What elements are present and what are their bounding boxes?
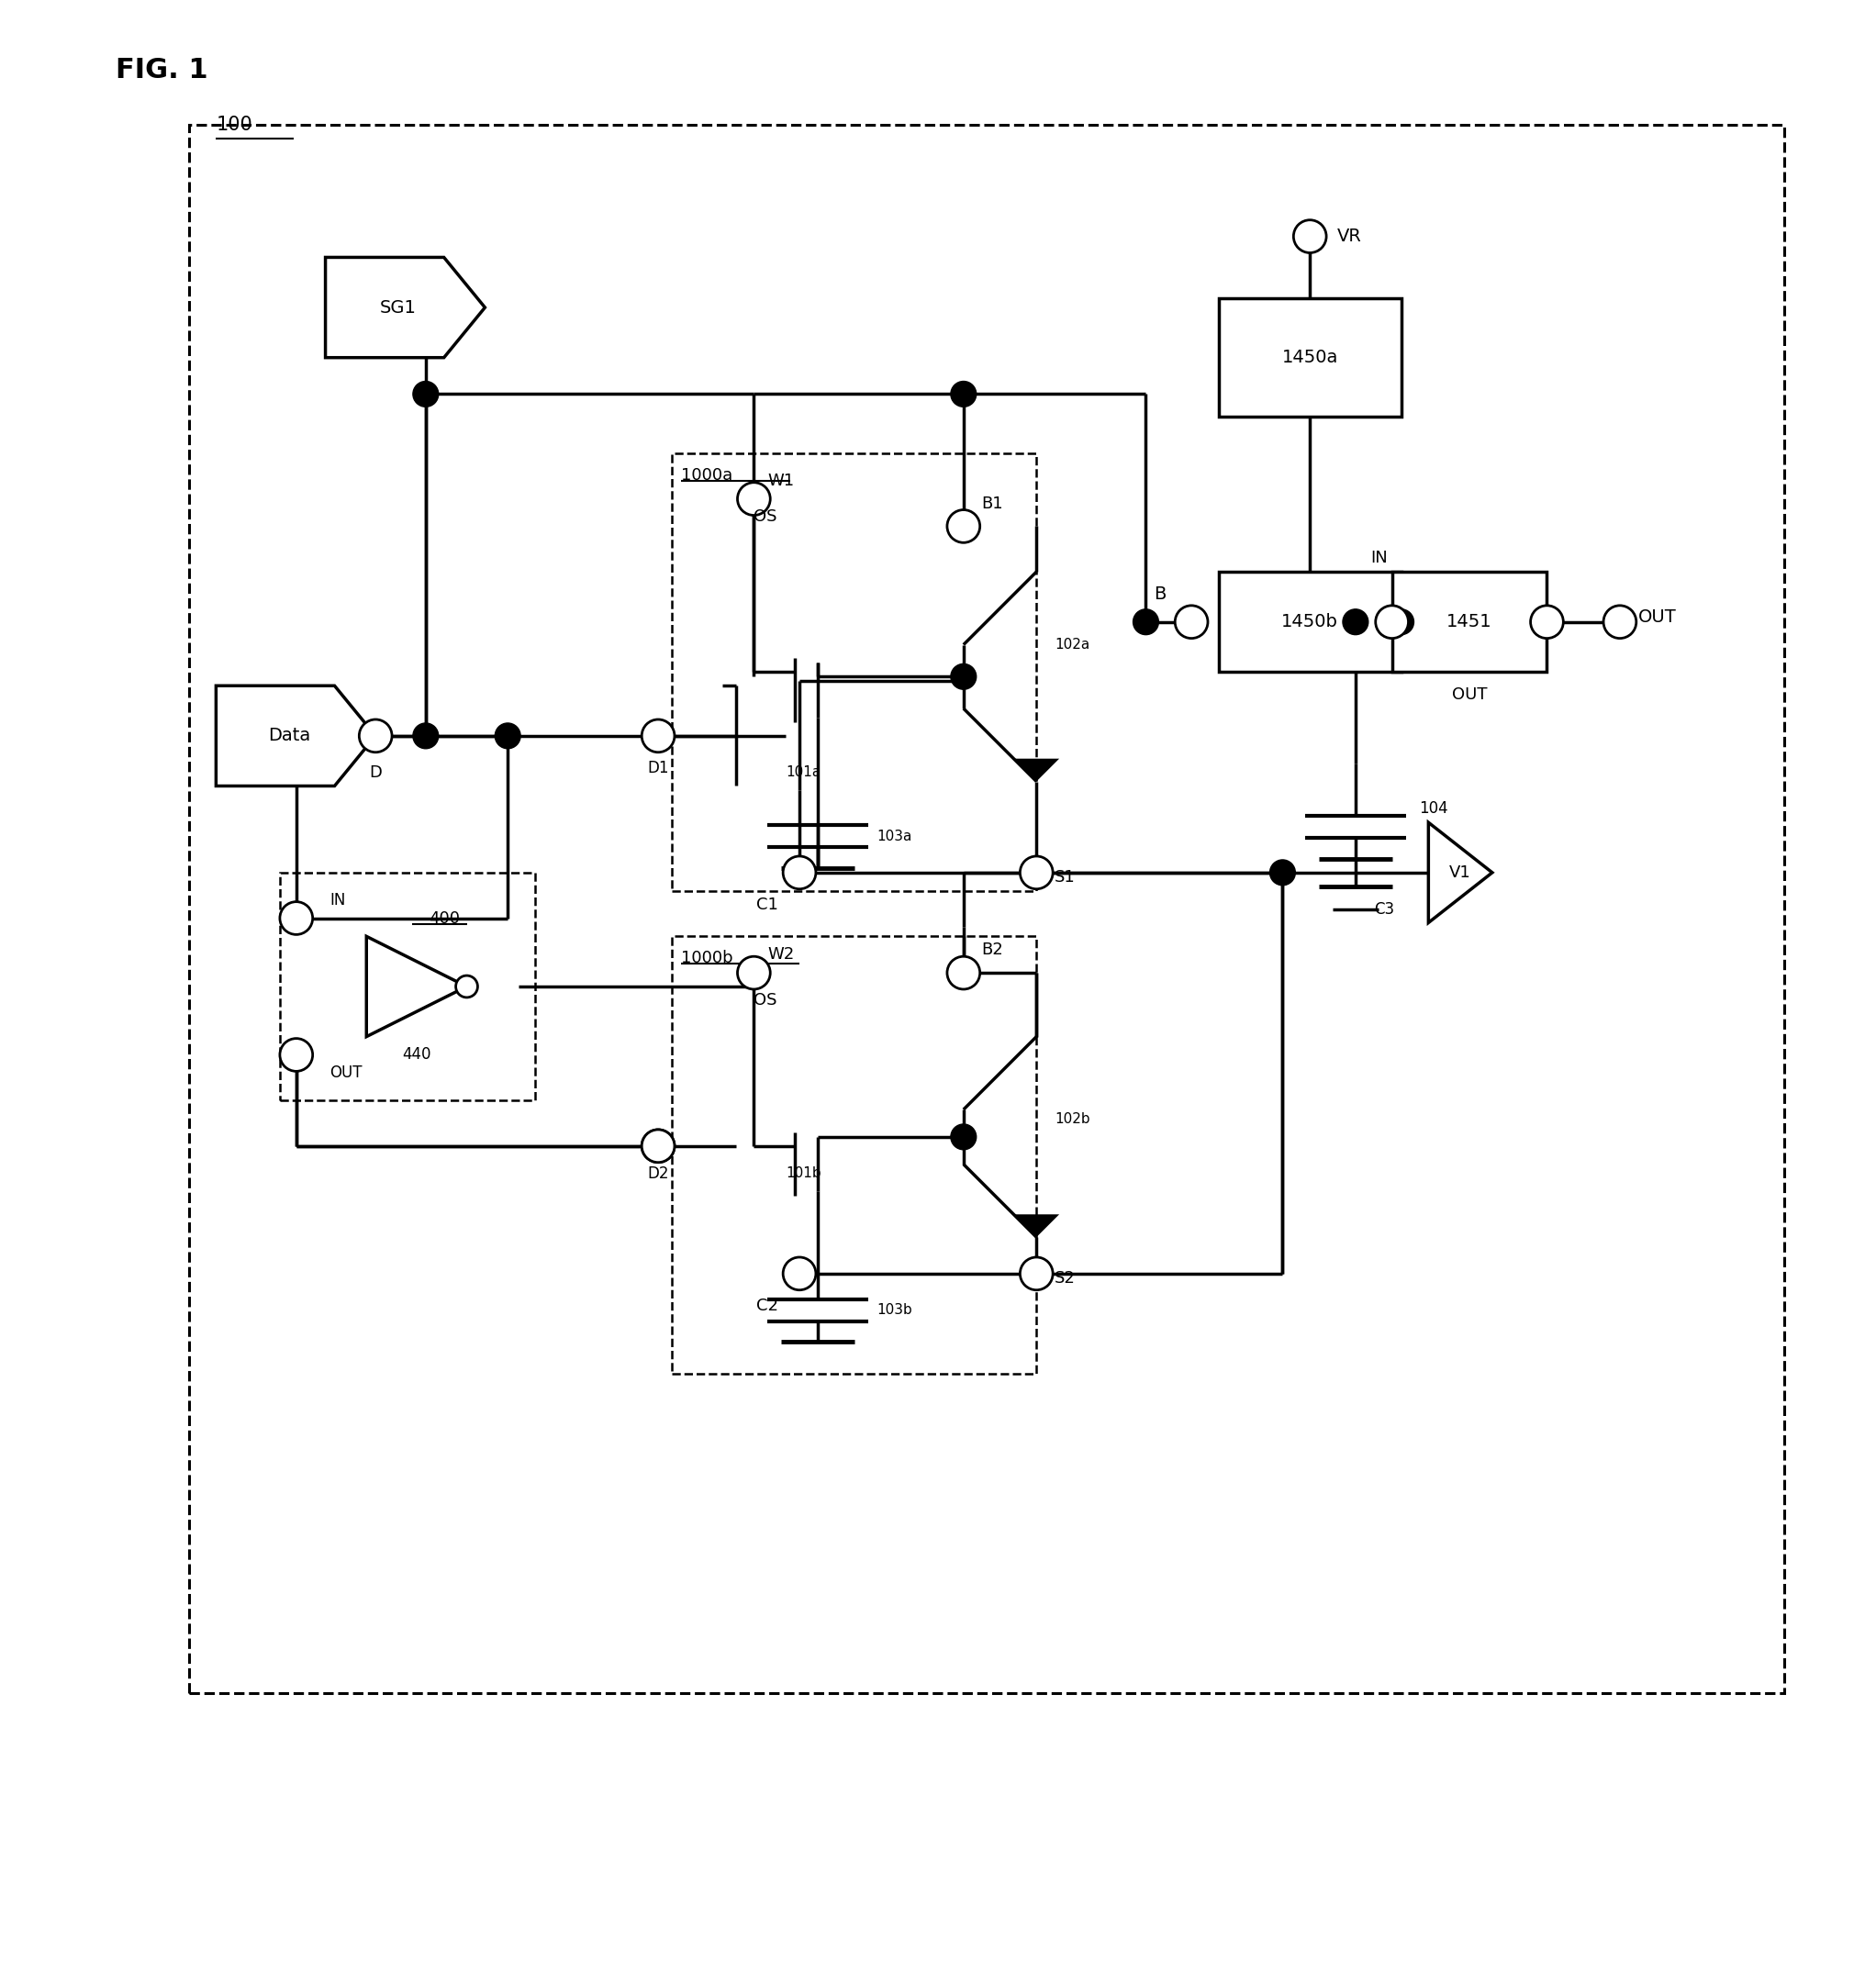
- Text: S2: S2: [1054, 1271, 1075, 1286]
- Circle shape: [947, 957, 979, 988]
- Polygon shape: [216, 687, 375, 785]
- Text: OUT: OUT: [1638, 608, 1677, 625]
- Text: C3: C3: [1373, 902, 1394, 917]
- Bar: [672, 937, 1036, 1373]
- Circle shape: [495, 722, 520, 748]
- FancyBboxPatch shape: [1392, 572, 1548, 673]
- Text: B1: B1: [981, 495, 1004, 511]
- Polygon shape: [366, 937, 467, 1036]
- Circle shape: [413, 722, 439, 748]
- Text: 1450a: 1450a: [1281, 349, 1338, 367]
- Text: S1: S1: [1054, 868, 1075, 886]
- FancyBboxPatch shape: [1219, 298, 1401, 416]
- Circle shape: [1375, 606, 1409, 639]
- Polygon shape: [1013, 760, 1060, 781]
- Text: W1: W1: [767, 472, 795, 489]
- Bar: [672, 454, 1036, 890]
- Text: 101a: 101a: [786, 766, 822, 779]
- Text: IN: IN: [330, 892, 345, 908]
- Circle shape: [1294, 219, 1326, 253]
- Text: D: D: [370, 764, 383, 781]
- Text: VR: VR: [1338, 227, 1362, 245]
- Text: D1: D1: [647, 760, 670, 775]
- Text: 102b: 102b: [1054, 1111, 1090, 1125]
- Text: C2: C2: [756, 1296, 779, 1314]
- Bar: [189, 124, 1784, 1693]
- Circle shape: [642, 1131, 675, 1162]
- Text: 440: 440: [401, 1046, 431, 1063]
- Circle shape: [642, 720, 675, 752]
- Text: 102a: 102a: [1054, 637, 1090, 651]
- Text: W2: W2: [767, 947, 795, 963]
- Polygon shape: [1013, 1213, 1060, 1237]
- Text: OUT: OUT: [330, 1065, 362, 1081]
- Bar: [280, 872, 535, 1101]
- Text: B2: B2: [981, 941, 1004, 959]
- Text: 1450b: 1450b: [1281, 614, 1338, 631]
- Circle shape: [782, 1257, 816, 1290]
- Circle shape: [947, 509, 979, 543]
- Circle shape: [951, 663, 976, 689]
- Circle shape: [642, 1131, 675, 1162]
- Text: 400: 400: [428, 910, 460, 927]
- Text: SG1: SG1: [381, 298, 416, 316]
- Text: 104: 104: [1420, 801, 1448, 817]
- Text: C1: C1: [756, 896, 779, 913]
- Text: OUT: OUT: [1452, 687, 1488, 702]
- Circle shape: [1343, 610, 1368, 635]
- Circle shape: [782, 856, 816, 890]
- Text: 103b: 103b: [876, 1304, 912, 1316]
- Text: B: B: [1154, 586, 1165, 604]
- Text: OS: OS: [754, 992, 777, 1008]
- Circle shape: [737, 483, 771, 515]
- Text: 1000a: 1000a: [681, 468, 732, 483]
- Circle shape: [951, 381, 976, 406]
- Text: V1: V1: [1450, 864, 1471, 880]
- Circle shape: [1531, 606, 1563, 639]
- Circle shape: [1021, 1257, 1052, 1290]
- Text: 1451: 1451: [1446, 614, 1491, 631]
- Text: 100: 100: [216, 116, 253, 134]
- Circle shape: [413, 381, 439, 406]
- Circle shape: [737, 957, 771, 988]
- Text: IN: IN: [1369, 550, 1388, 566]
- Circle shape: [280, 1038, 313, 1071]
- Circle shape: [1270, 860, 1294, 886]
- Text: 1000b: 1000b: [681, 951, 734, 967]
- Polygon shape: [1428, 823, 1491, 923]
- Circle shape: [280, 902, 313, 935]
- Circle shape: [1133, 610, 1159, 635]
- Text: FIG. 1: FIG. 1: [116, 57, 208, 83]
- Circle shape: [358, 720, 392, 752]
- Text: 103a: 103a: [876, 829, 912, 842]
- Polygon shape: [325, 256, 486, 357]
- Circle shape: [1604, 606, 1636, 639]
- Text: D2: D2: [647, 1166, 670, 1182]
- Text: Data: Data: [268, 728, 310, 744]
- Circle shape: [1388, 610, 1415, 635]
- Text: 101b: 101b: [786, 1166, 822, 1180]
- Circle shape: [951, 1125, 976, 1150]
- Text: OS: OS: [754, 509, 777, 525]
- Circle shape: [456, 975, 478, 998]
- FancyBboxPatch shape: [1219, 572, 1401, 673]
- Circle shape: [1174, 606, 1208, 639]
- Circle shape: [1021, 856, 1052, 890]
